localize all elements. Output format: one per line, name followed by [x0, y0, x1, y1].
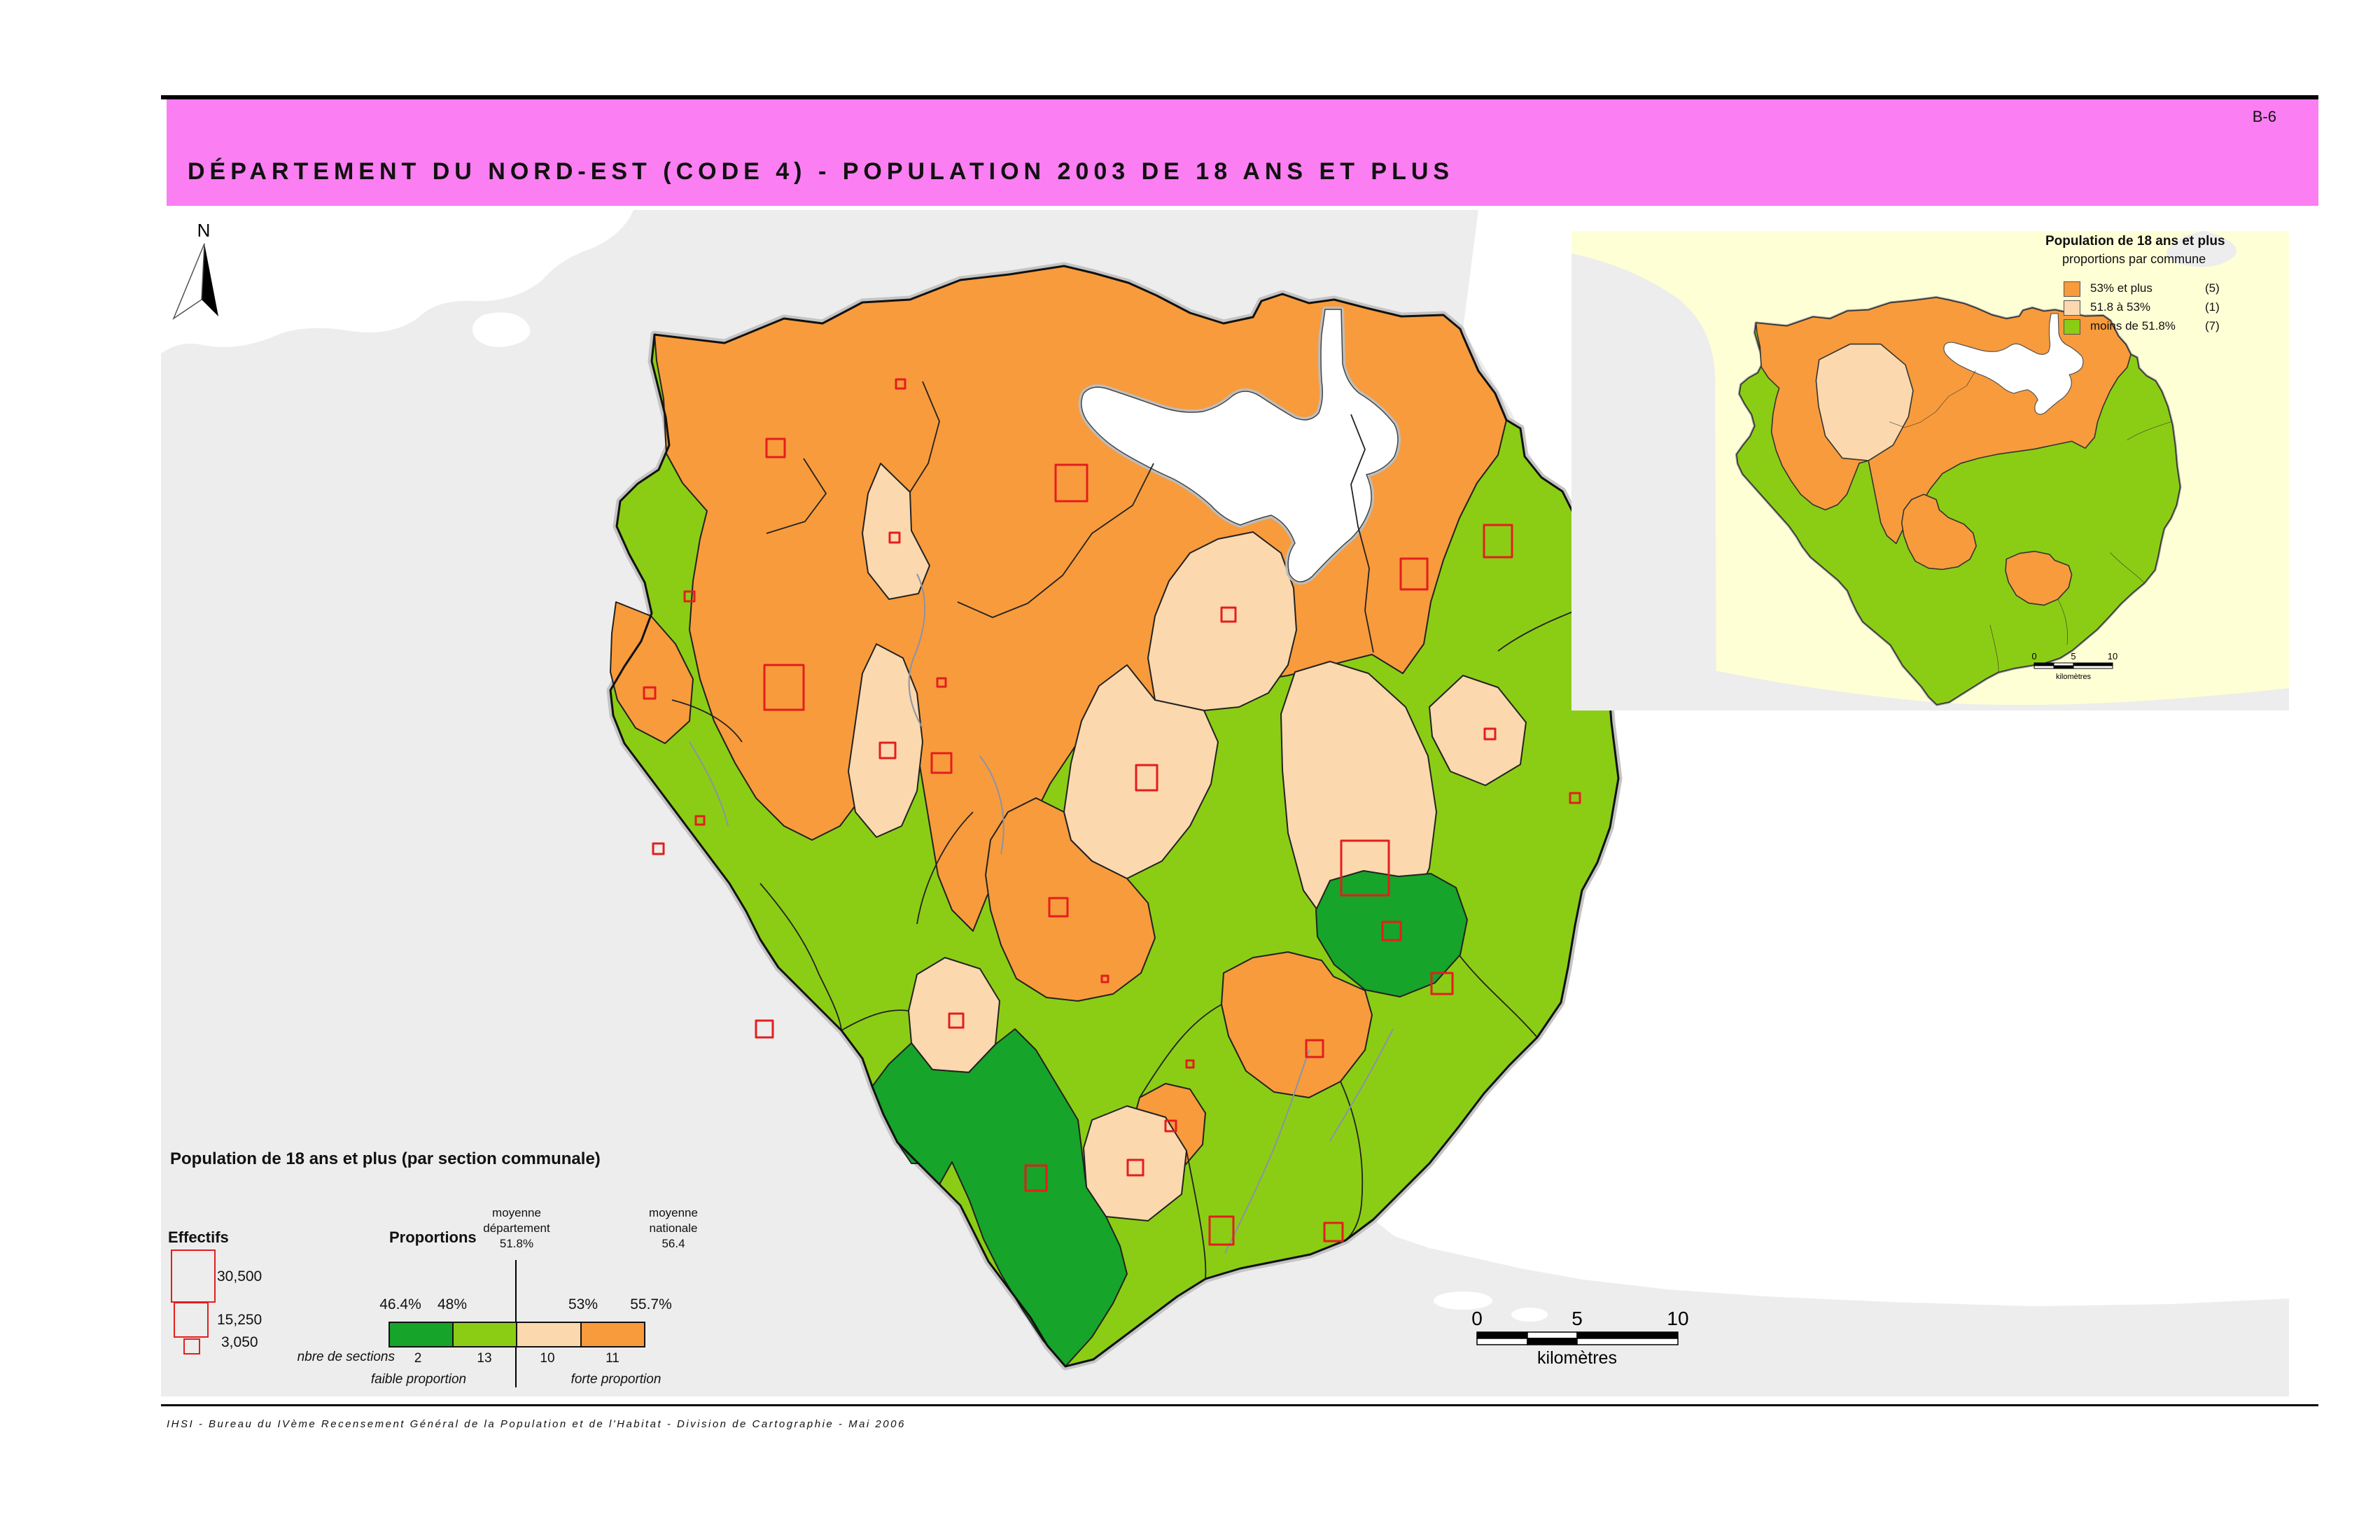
section-peach-north-small: [862, 463, 930, 600]
effectifs-symbol-small: [183, 1338, 200, 1354]
population-symbol-squares: [643, 378, 1581, 1246]
section-peach-east-small: [1429, 675, 1527, 786]
section-peach-west: [848, 643, 923, 838]
svg-text:0: 0: [2031, 651, 2036, 662]
effectifs-label: Effectifs: [168, 1228, 229, 1246]
footer-credit: IHSI - Bureau du IVème Recensement Génér…: [167, 1418, 906, 1430]
svg-text:5: 5: [1572, 1308, 1583, 1329]
sections-count: 10: [540, 1351, 555, 1366]
title-bar: DÉPARTEMENT DU NORD-EST (CODE 4) - POPUL…: [167, 99, 2318, 206]
class-label: 53% et plus: [2090, 281, 2152, 295]
svg-text:10: 10: [1667, 1308, 1688, 1329]
inset-legend-row: moins de 51.8% (7): [2064, 318, 2260, 335]
inset-panel: 0 5 10 kilomètres: [1572, 231, 2289, 710]
proportions-label: Proportions: [389, 1228, 477, 1246]
proportion-tick: 48%: [437, 1296, 468, 1312]
sea-northwest: [161, 210, 634, 354]
effectifs-value: 30,500: [217, 1268, 262, 1284]
inset-land-northeast: [2166, 231, 2236, 267]
svg-text:0: 0: [1471, 1308, 1483, 1329]
inset-legend-row: 51.8 à 53% (1): [2064, 300, 2260, 316]
svg-text:kilomètres: kilomètres: [1537, 1348, 1617, 1368]
inset-scalebar: 0 5 10 kilomètres: [2031, 651, 2118, 681]
inset-legend-subtitle: proportions par commune: [2062, 252, 2206, 266]
north-arrow-icon: N: [172, 220, 218, 321]
sea-lake-nw: [472, 312, 531, 347]
dept-average-note: moyenne département 51.8%: [457, 1205, 576, 1252]
class-label: 51.8 à 53%: [2090, 300, 2151, 314]
inset-commune-orange-southeast: [2005, 552, 2072, 606]
sections-count: 13: [477, 1351, 492, 1366]
class-count: (5): [2205, 281, 2220, 295]
section-orange-west-pocket: [610, 601, 694, 744]
effectifs-value: 3,050: [221, 1334, 258, 1350]
class-count: (1): [2205, 300, 2220, 314]
effectifs-symbol-medium: [174, 1302, 209, 1338]
department-main-map: [606, 262, 1623, 1371]
inset-commune-orange-mid-south: [1902, 494, 1976, 569]
sea-pond-1: [1434, 1292, 1492, 1310]
svg-text:kilomètres: kilomètres: [2056, 673, 2092, 681]
svg-text:N: N: [197, 220, 211, 241]
sections-count-label: nbre de sections: [297, 1350, 395, 1364]
inset-commune-peach: [1816, 344, 1913, 461]
title-bar-top-rule: [161, 95, 2318, 99]
inset-bay-water: [1944, 314, 2083, 414]
class-swatch-green: [2064, 319, 2080, 335]
low-proportion-label: faible proportion: [370, 1372, 467, 1387]
section-darkgreen-southwest: [872, 1028, 1128, 1367]
sections-count: 11: [606, 1351, 620, 1366]
proportion-tick: 53%: [568, 1296, 598, 1312]
section-border-lines: [671, 381, 1598, 1280]
national-average-note: moyenne nationale 56.4: [614, 1205, 733, 1252]
proportion-tick: 46.4%: [379, 1296, 421, 1312]
svg-text:5: 5: [2071, 651, 2076, 662]
proportion-segment-peach: [516, 1322, 582, 1348]
effectifs-value: 15,250: [217, 1312, 262, 1328]
river-lines: [689, 573, 1394, 1254]
class-swatch-orange: [2064, 281, 2080, 297]
avg-line: nationale: [649, 1222, 698, 1236]
section-darkgreen-east: [1315, 870, 1468, 997]
sheet-code: B-6: [2252, 108, 2276, 125]
page-title: DÉPARTEMENT DU NORD-EST (CODE 4) - POPUL…: [188, 158, 1455, 185]
proportion-segment-darkgreen: [388, 1322, 454, 1348]
bay-water: [1081, 309, 1399, 582]
proportion-tick: 55.7%: [630, 1296, 672, 1312]
inset-legend-row: 53% et plus (5): [2064, 281, 2260, 298]
section-peach-center: [1063, 664, 1219, 879]
inset-department-map: [1737, 298, 2180, 705]
svg-text:10: 10: [2108, 651, 2118, 662]
department-outline: [609, 265, 1620, 1368]
avg-line: moyenne: [649, 1206, 698, 1219]
inset-land-south: [1715, 671, 2289, 710]
high-proportion-label: forte proportion: [570, 1372, 662, 1387]
section-orange-southeast: [1221, 951, 1373, 1098]
section-legend-title: Population de 18 ans et plus (par sectio…: [170, 1149, 601, 1168]
avg-line: 51.8%: [499, 1237, 534, 1251]
inset-land-west: [1572, 253, 1716, 710]
avg-line: 56.4: [662, 1237, 685, 1251]
class-count: (7): [2205, 319, 2220, 332]
avg-line: moyenne: [492, 1206, 541, 1219]
effectifs-symbol-large: [171, 1250, 216, 1303]
sections-count: 2: [414, 1351, 422, 1366]
sea-pond-2: [1511, 1308, 1548, 1322]
proportion-segment-lightgreen: [452, 1322, 517, 1348]
avg-line: département: [483, 1222, 550, 1236]
class-swatch-peach: [2064, 300, 2080, 316]
section-peach-east-big: [1280, 661, 1437, 947]
inset-commune-borders: [1889, 370, 2171, 673]
proportion-segment-orange: [580, 1322, 645, 1348]
inset-legend-title: Population de 18 ans et plus: [2045, 234, 2225, 248]
main-scalebar: 0 5 10 kilomètres: [1471, 1308, 1688, 1368]
class-label: moins de 51.8%: [2090, 319, 2176, 332]
footer-rule: [161, 1404, 2318, 1406]
